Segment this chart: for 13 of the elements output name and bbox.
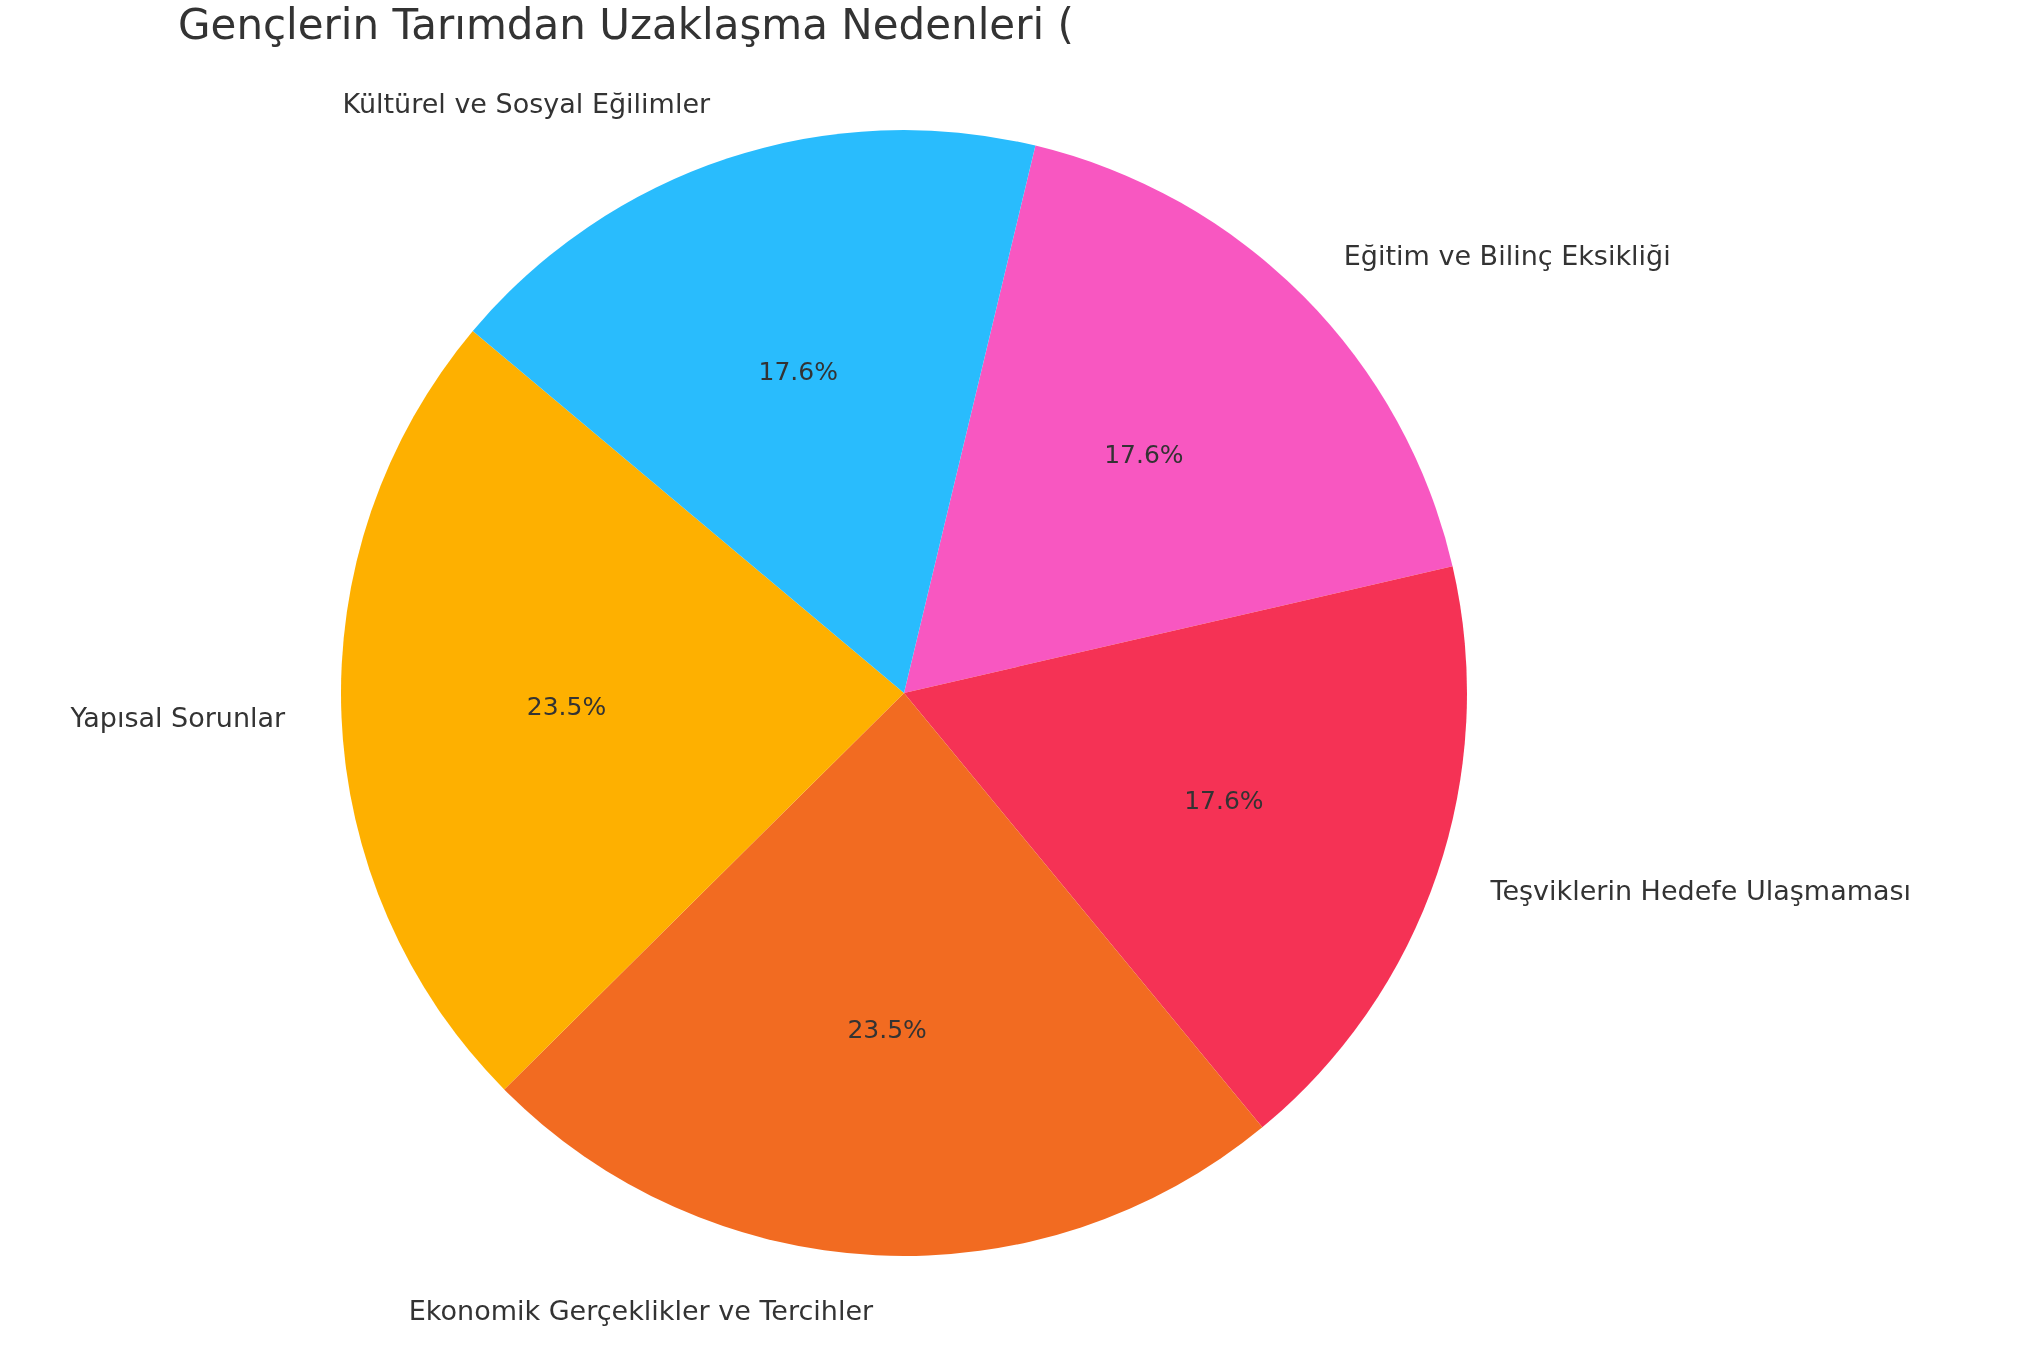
slice-label: Eğitim ve Bilinç Eksikliği [1343,239,1671,271]
chart-title: Gençlerin Tarımdan Uzaklaşma Nedenleri ( [178,0,1074,49]
data-label: 23.5% [847,1015,927,1045]
data-label: 17.6% [1104,440,1184,470]
slice-label: Teşviklerin Hedefe Ulaşmaması [1489,874,1912,906]
slice-label: Ekonomik Gerçeklikler ve Tercihler [408,1294,875,1326]
data-label: 17.6% [758,357,838,387]
slice-label: Kültürel ve Sosyal Eğilimler [342,87,712,119]
pie-slice [504,693,1263,1256]
slice-label: Yapısal Sorunlar [69,701,287,733]
data-label: 17.6% [1184,786,1264,816]
data-label: 23.5% [526,691,607,721]
pie-slice [472,130,1036,693]
